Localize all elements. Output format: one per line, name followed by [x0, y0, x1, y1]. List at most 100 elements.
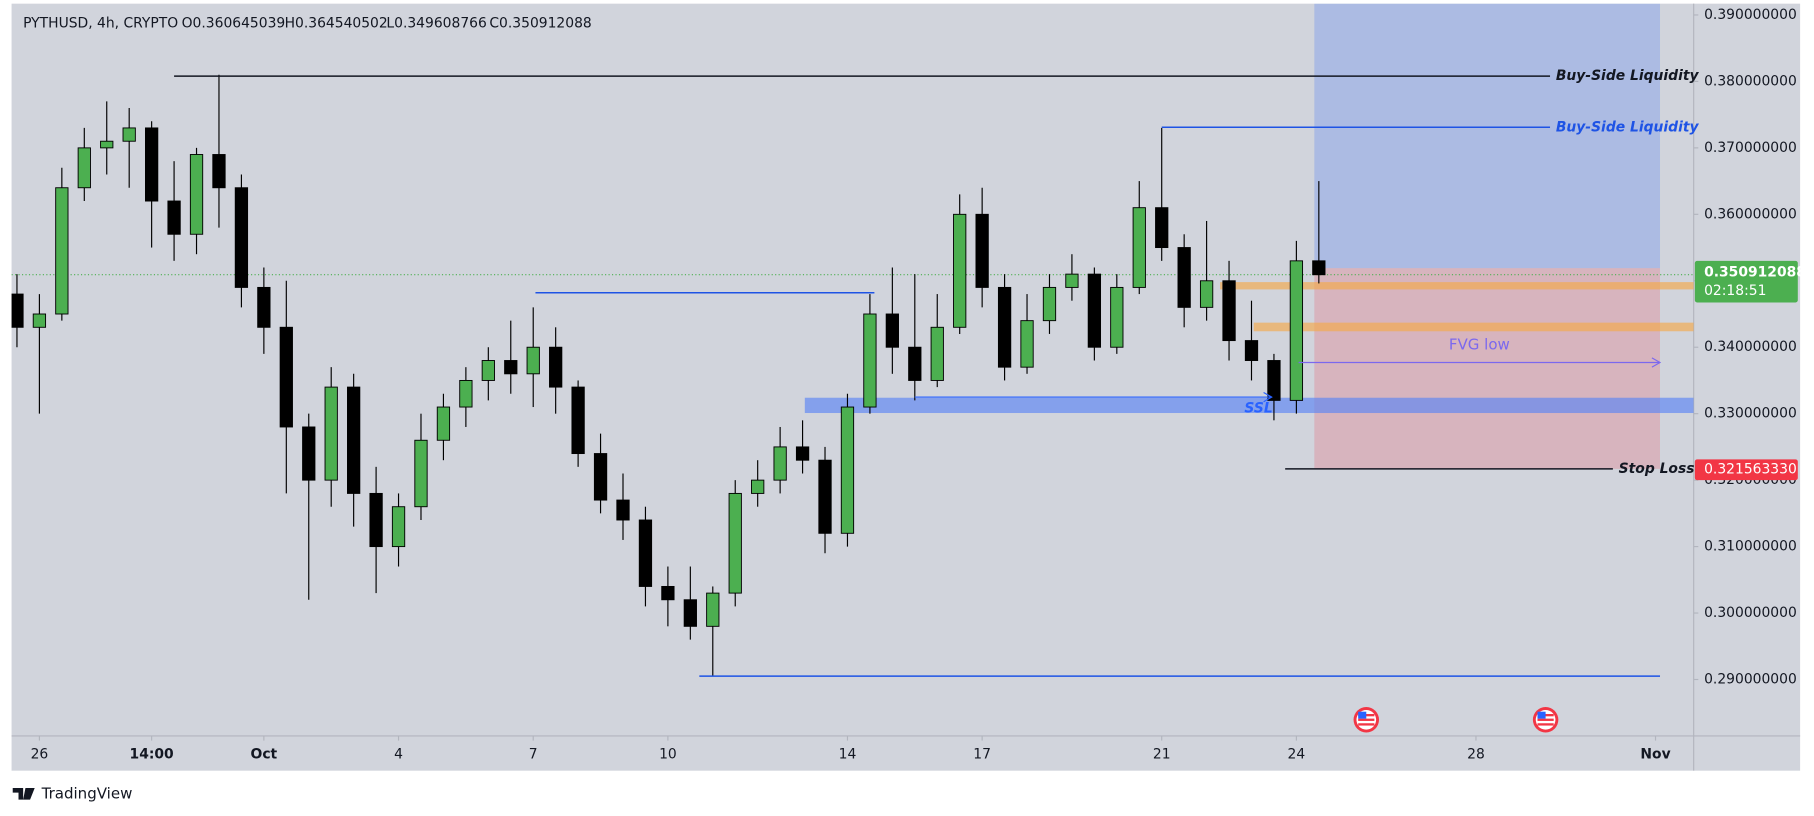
candle-body [751, 479, 765, 494]
arrow-head [1651, 357, 1662, 368]
stop-zone [1314, 268, 1661, 469]
arrow-head [1263, 391, 1273, 403]
stop-price-label: 0.321563330 [1704, 462, 1797, 478]
candle-body [414, 439, 428, 508]
ohlc-close: C0.350912088 [489, 15, 591, 31]
ohlc-open: O0.360645039 [182, 15, 286, 31]
candle-body [257, 286, 271, 328]
candle-body [728, 492, 742, 594]
candle-body [1155, 207, 1169, 249]
x-tick-label: 7 [529, 746, 538, 762]
x-tick-label: 24 [1288, 746, 1306, 762]
candle-body [32, 313, 47, 328]
candle-body [1132, 207, 1146, 288]
x-tick-label: Nov [1640, 746, 1670, 762]
candle-body [1289, 260, 1304, 401]
overlay: SSL Buy-Side Liquidity Buy-Side Liquidity F… [1244, 68, 1699, 477]
candle-body [324, 386, 338, 481]
candle-body [773, 446, 787, 481]
y-tick-label: 0.390000000 [1704, 7, 1797, 23]
level-label: Buy-Side Liquidity [1556, 119, 1700, 135]
x-tick-label: 28 [1467, 746, 1485, 762]
zone-band [1253, 322, 1694, 332]
plot-area [11, 3, 1694, 677]
chart-background [11, 3, 1801, 771]
x-tick-label: 10 [659, 746, 677, 762]
candle-body [436, 406, 451, 441]
last-price-badge [1694, 260, 1798, 303]
last-price-label: 0.350912088 [1704, 264, 1806, 280]
candle-body [571, 386, 585, 455]
symbol-info: PYTHUSD, 4h, CRYPTO [23, 15, 178, 31]
candle-body [122, 127, 136, 142]
candle-body [975, 213, 989, 288]
candle-body [1020, 320, 1034, 368]
candle-body [11, 293, 24, 328]
level-label: Stop Loss [1619, 461, 1695, 477]
candle-body [279, 326, 293, 428]
candle-body [683, 599, 697, 627]
x-tick-label: 14 [839, 746, 857, 762]
y-tick-label: 0.360000000 [1704, 206, 1797, 222]
candle-body [234, 187, 249, 288]
y-tick-label: 0.380000000 [1704, 73, 1797, 89]
target-zone [1314, 3, 1661, 269]
candle-body [706, 592, 720, 627]
candle-body [167, 200, 181, 235]
candle-body [549, 346, 563, 388]
candle-body [616, 499, 630, 521]
candle-body [1177, 247, 1191, 308]
y-tick-label: 0.340000000 [1704, 339, 1797, 355]
candle-body [885, 313, 899, 348]
candle-body [302, 426, 316, 481]
candle-body [77, 147, 91, 189]
candle-body [840, 406, 855, 534]
candle-body [997, 286, 1012, 368]
candle-body [795, 446, 810, 461]
x-tick-label: 17 [973, 746, 991, 762]
y-tick-label: 0.370000000 [1704, 140, 1797, 156]
level-label: Buy-Side Liquidity [1556, 68, 1700, 84]
candle-body [212, 154, 226, 189]
brand-name: TradingView [41, 784, 133, 802]
y-tick-label: 0.330000000 [1704, 406, 1797, 422]
candle-body [55, 187, 69, 315]
arrow-label: FVG low [1449, 336, 1510, 354]
x-tick-label: 4 [394, 746, 403, 762]
candle-body [1110, 286, 1124, 348]
candle-body [1087, 273, 1102, 348]
candle-body [908, 346, 922, 381]
y-tick-label: 0.290000000 [1704, 671, 1797, 687]
candle-body [863, 313, 877, 408]
x-tick-label: Oct [251, 746, 278, 762]
ohlc-low: L0.349608766 [386, 15, 486, 31]
candle-body [1312, 260, 1326, 276]
ohlc-high: H0.364540502 [285, 15, 388, 31]
candle-body [1199, 280, 1214, 308]
candle-body [593, 453, 608, 501]
candle-body [1042, 286, 1057, 322]
zone-band [804, 397, 1694, 414]
candle-body [661, 585, 675, 601]
candle-body [391, 506, 406, 548]
candle-body [1244, 340, 1259, 361]
candle-body [100, 140, 114, 149]
candle-body [930, 326, 944, 381]
candle-body [347, 386, 361, 494]
candle-body [1222, 280, 1236, 342]
x-tick-label: 21 [1153, 746, 1171, 762]
event-icon[interactable] [1353, 707, 1380, 733]
candle-body [953, 213, 967, 328]
y-tick-label: 0.300000000 [1704, 605, 1797, 621]
candle-body [144, 127, 159, 202]
brand-logo [12, 788, 35, 800]
candle-body [369, 492, 383, 548]
countdown-label: 02:18:51 [1704, 283, 1766, 299]
y-tick-label: 0.310000000 [1704, 539, 1797, 555]
x-tick-label: 26 [31, 746, 49, 762]
candle-body [504, 360, 518, 375]
x-tick-label: 14:00 [130, 746, 174, 762]
event-icon[interactable] [1532, 707, 1559, 733]
